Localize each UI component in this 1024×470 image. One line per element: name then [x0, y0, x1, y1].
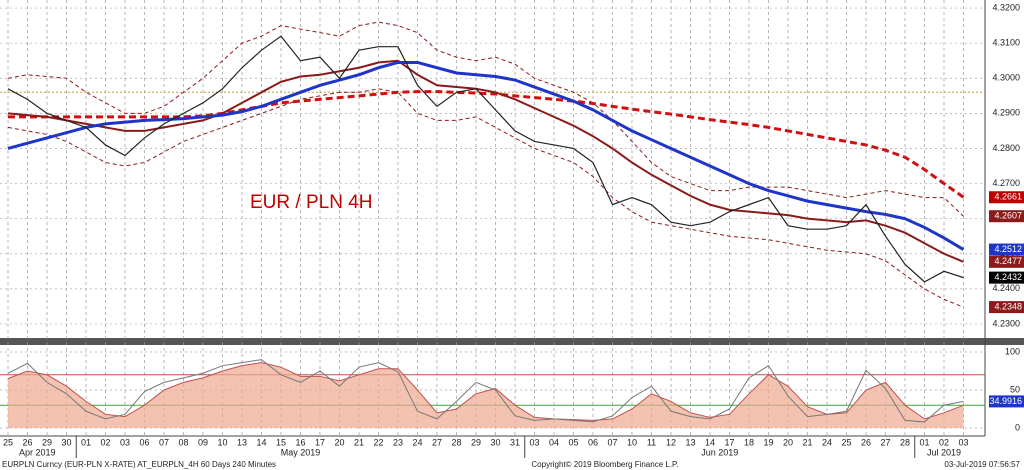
x-tick-label: 03	[958, 437, 968, 447]
last-value-box	[989, 210, 1024, 223]
last-value-box	[989, 255, 1024, 268]
x-tick-label: 10	[627, 437, 637, 447]
footer-center: Copyright© 2019 Bloomberg Finance L.P.	[531, 460, 678, 469]
x-tick-label: 06	[588, 437, 598, 447]
y-tick-label: 50	[1010, 384, 1020, 394]
last-value-box	[989, 191, 1024, 204]
y-tick-label: 4.2900	[992, 108, 1020, 118]
annotation: EUR / PLN 4H	[250, 192, 372, 213]
y-tick-label: 4.2700	[992, 178, 1020, 188]
x-tick-label: 01	[919, 437, 929, 447]
x-tick-label: 20	[334, 437, 344, 447]
series-line	[7, 88, 964, 308]
series-line	[7, 21, 964, 217]
x-tick-label: 31	[510, 437, 520, 447]
x-tick-label: 29	[42, 437, 52, 447]
panel-separator	[0, 338, 1024, 345]
x-tick-label: 10	[217, 437, 227, 447]
series-line	[7, 35, 964, 283]
y-tick-label: 4.2400	[992, 283, 1020, 293]
x-tick-label: 04	[549, 437, 559, 447]
x-tick-label: 21	[802, 437, 812, 447]
y-tick-label: 4.3200	[992, 2, 1020, 12]
x-tick-label: 23	[393, 437, 403, 447]
x-tick-label: 21	[354, 437, 364, 447]
x-tick-label: 09	[198, 437, 208, 447]
last-value-box	[989, 271, 1024, 284]
x-tick-label: 24	[822, 437, 832, 447]
series-line	[7, 59, 964, 263]
x-tick-label: 30	[61, 437, 71, 447]
series-line	[7, 362, 964, 421]
last-value-box	[989, 301, 1024, 314]
last-value-label: 34.9916	[989, 396, 1022, 406]
month-label: Apr 2019	[19, 447, 56, 457]
last-value-box	[989, 243, 1024, 256]
x-tick-label: 16	[295, 437, 305, 447]
y-tick-label: 4.2300	[992, 318, 1020, 328]
series-area	[8, 362, 964, 429]
x-tick-label: 02	[100, 437, 110, 447]
x-tick-label: 12	[666, 437, 676, 447]
y-tick-label: 4.2800	[992, 143, 1020, 153]
footer-right: 03-Jul-2019 07:56:57	[944, 460, 1020, 469]
x-tick-label: 13	[685, 437, 695, 447]
x-tick-label: 17	[724, 437, 734, 447]
x-tick-label: 11	[647, 437, 656, 447]
x-tick-label: 26	[861, 437, 871, 447]
x-tick-label: 28	[451, 437, 461, 447]
x-tick-label: 25	[3, 437, 13, 447]
x-tick-label: 22	[373, 437, 383, 447]
footer-left: EURPLN Curncy (EUR-PLN X-RATE) AT_EURPLN…	[2, 460, 276, 469]
y-tick-label: 0	[1015, 422, 1020, 432]
x-tick-label: 14	[705, 437, 715, 447]
y-tick-label: 4.3100	[992, 38, 1020, 48]
x-tick-label: 06	[139, 437, 149, 447]
x-tick-label: 02	[939, 437, 949, 447]
x-tick-label: 14	[256, 437, 266, 447]
y-tick-label: 100	[1005, 346, 1020, 356]
x-tick-label: 07	[159, 437, 169, 447]
x-tick-label: 24	[412, 437, 422, 447]
last-value-label: 4.2477	[994, 256, 1022, 266]
x-tick-label: 28	[900, 437, 910, 447]
series-line	[8, 90, 965, 199]
last-value-label: 4.2607	[994, 211, 1022, 221]
x-tick-label: 17	[315, 437, 325, 447]
month-label: Jul 2019	[927, 447, 961, 457]
x-tick-label: 27	[880, 437, 890, 447]
month-label: May 2019	[281, 447, 321, 457]
last-value-label: 4.2661	[994, 192, 1022, 202]
series-line	[7, 60, 965, 251]
last-value-box	[989, 395, 1024, 408]
y-tick-label: 4.3000	[992, 73, 1020, 83]
month-label: Jun 2019	[701, 447, 738, 457]
x-tick-label: 20	[783, 437, 793, 447]
x-tick-label: 03	[529, 437, 539, 447]
x-tick-label: 19	[763, 437, 773, 447]
x-tick-label: 30	[490, 437, 500, 447]
last-value-label: 4.2432	[994, 272, 1022, 282]
x-tick-label: 18	[744, 437, 754, 447]
x-tick-label: 07	[607, 437, 617, 447]
x-tick-label: 13	[237, 437, 247, 447]
x-tick-label: 29	[471, 437, 481, 447]
x-tick-label: 03	[120, 437, 130, 447]
x-tick-label: 01	[81, 437, 91, 447]
series-line	[7, 359, 964, 423]
last-value-label: 4.2512	[994, 244, 1022, 254]
x-tick-label: 25	[841, 437, 851, 447]
last-value-label: 4.2348	[994, 301, 1022, 311]
x-tick-label: 05	[568, 437, 578, 447]
x-tick-label: 08	[178, 437, 188, 447]
x-tick-label: 15	[276, 437, 286, 447]
x-tick-label: 27	[432, 437, 442, 447]
x-tick-label: 26	[22, 437, 32, 447]
